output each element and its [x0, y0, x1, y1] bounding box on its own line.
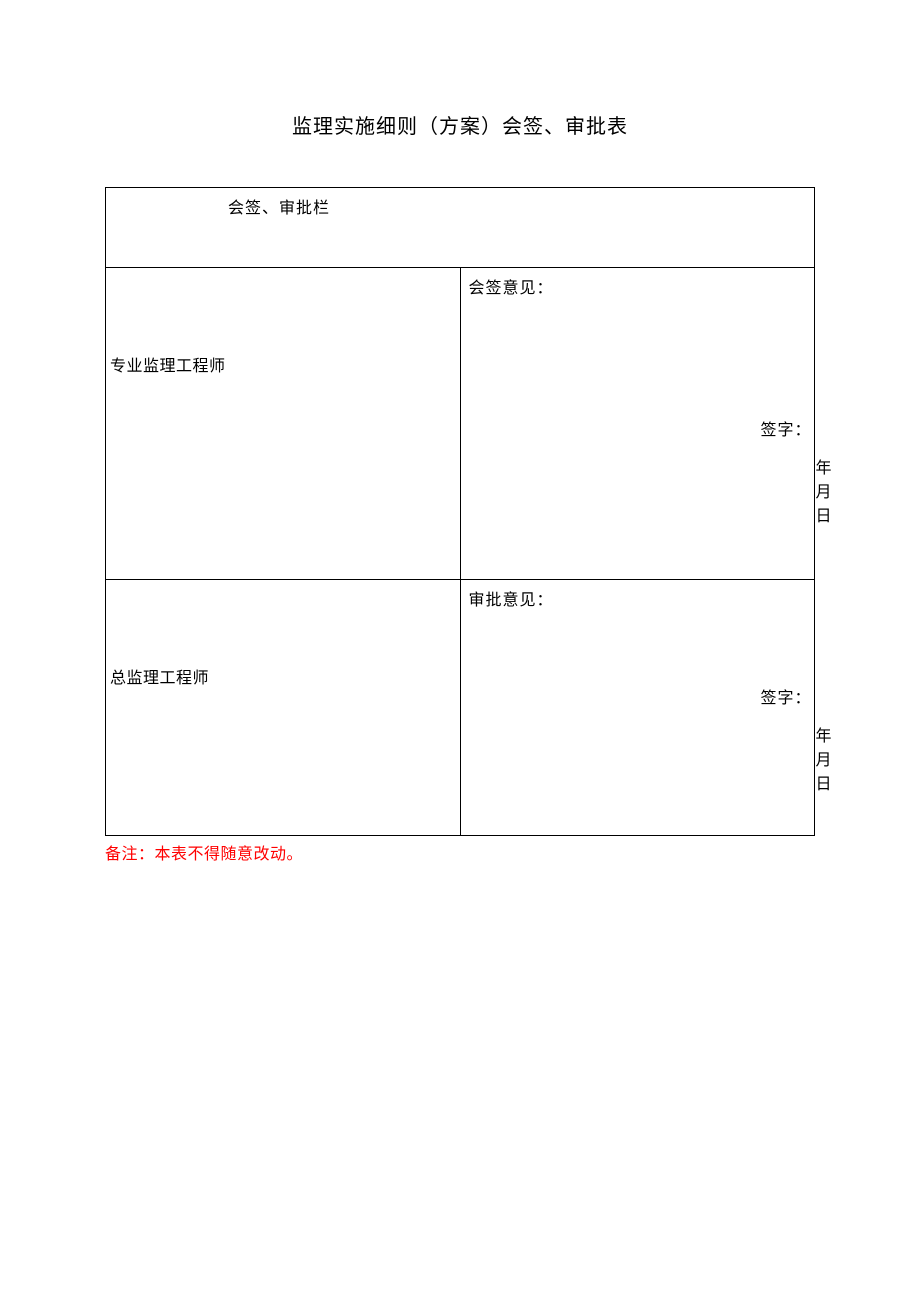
table-header-cell: 会签、审批栏	[106, 188, 815, 268]
signature-label: 签字：	[461, 416, 815, 440]
signature-block: 签字： 年月日	[461, 416, 815, 526]
date-label: 年月日	[461, 722, 816, 794]
role-cell: 总监理工程师	[106, 580, 461, 836]
signature-label: 签字：	[461, 684, 815, 708]
remark-text: 备注：本表不得随意改动。	[105, 840, 815, 864]
content-cell: 会签意见： 签字： 年月日	[460, 268, 815, 580]
content-cell: 审批意见： 签字： 年月日	[460, 580, 815, 836]
role-cell: 专业监理工程师	[106, 268, 461, 580]
document-title: 监理实施细则（方案）会签、审批表	[105, 110, 815, 139]
approval-table: 会签、审批栏 专业监理工程师 会签意见： 签字： 年月日 总监理工程师 审批意见…	[105, 187, 815, 836]
table-header-row: 会签、审批栏	[106, 188, 815, 268]
table-row: 专业监理工程师 会签意见： 签字： 年月日	[106, 268, 815, 580]
table-row: 总监理工程师 审批意见： 签字： 年月日	[106, 580, 815, 836]
signature-block: 签字： 年月日	[461, 684, 815, 794]
document-page: 监理实施细则（方案）会签、审批表 会签、审批栏 专业监理工程师 会签意见： 签字…	[0, 0, 920, 864]
opinion-label: 会签意见：	[469, 274, 807, 298]
date-label: 年月日	[461, 454, 816, 526]
opinion-label: 审批意见：	[469, 586, 807, 610]
